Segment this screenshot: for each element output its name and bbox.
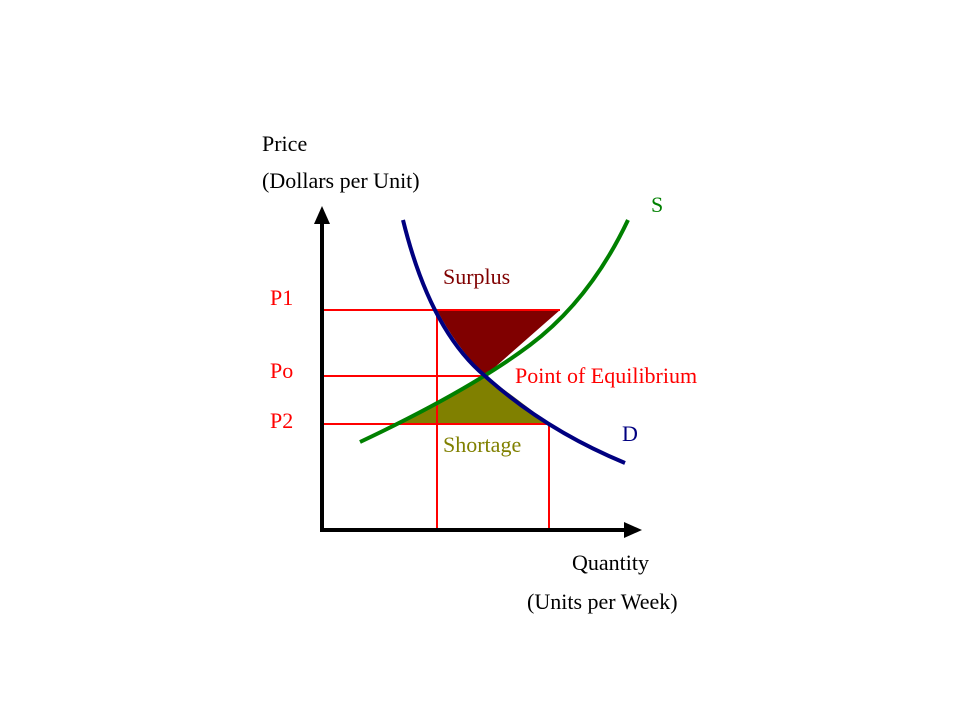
y-axis-subtitle: (Dollars per Unit) [262,168,420,193]
demand-curve [401,219,626,465]
shortage-label: Shortage [443,432,521,457]
y-axis-title: Price [262,131,307,156]
supply-curve [359,219,630,444]
po-label: Po [270,358,293,383]
guide-lines [322,309,560,530]
demand-label: D [622,421,638,446]
x-axis-subtitle: (Units per Week) [527,589,678,614]
supply-label: S [651,192,663,217]
y-axis-arrow [314,206,330,224]
x-axis-arrow [624,522,642,538]
surplus-label: Surplus [443,264,510,289]
equilibrium-label: Point of Equilibrium [515,363,697,388]
p1-label: P1 [270,285,293,310]
surplus-area [437,310,560,376]
p2-label: P2 [270,408,293,433]
x-axis-title: Quantity [572,550,649,575]
